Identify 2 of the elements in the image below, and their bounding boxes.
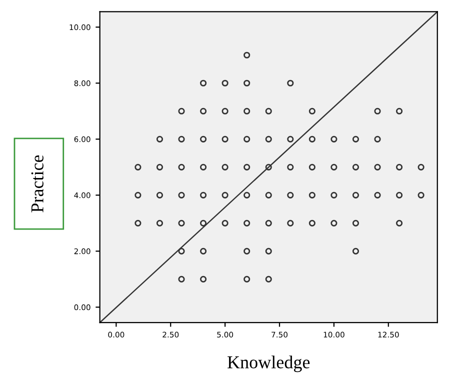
y-axis-title: Practice xyxy=(31,155,44,212)
x-axis-title: Knowledge xyxy=(228,356,310,372)
